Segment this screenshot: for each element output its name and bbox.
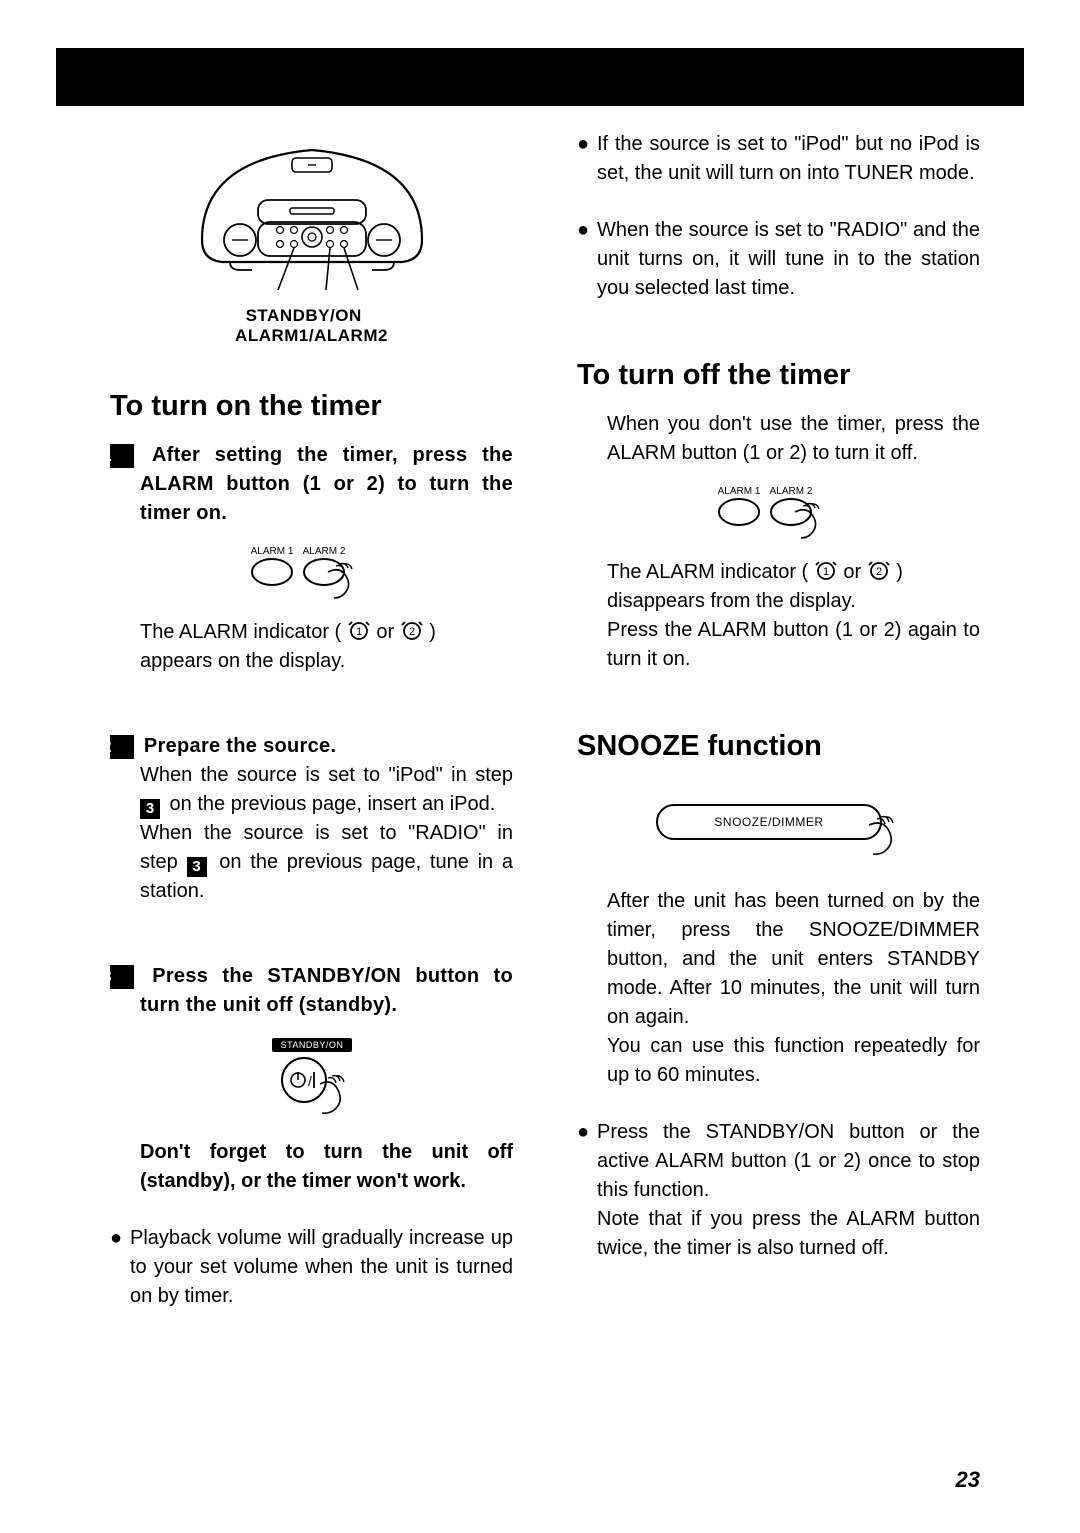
bullet-stop-b: Note that if you press the ALARM button … (597, 1208, 980, 1259)
svg-text:2: 2 (876, 566, 882, 578)
snooze-button-svg: SNOOZE/DIMMER (639, 795, 919, 859)
bullet-dot-icon: ● (577, 216, 587, 303)
step2-body: When the source is set to "iPod" in step… (110, 761, 513, 906)
indicator-text-b: or (376, 621, 399, 643)
off-indicator-c: ) (896, 561, 903, 583)
off-indicator-d: disappears from the display. (607, 590, 856, 612)
heading-snooze: SNOOZE function (577, 730, 980, 763)
left-column: STANDBY/ON ALARM1/ALARM2 To turn on the … (110, 130, 513, 1493)
step3-text: Press the STANDBY/ON button to turn the … (140, 965, 513, 1016)
device-illustration: STANDBY/ON ALARM1/ALARM2 (182, 130, 442, 346)
step2-inline-num-1: 3 (140, 799, 160, 819)
alarm1-label: ALARM 1 (250, 546, 293, 557)
svg-text:ALARM 2: ALARM 2 (769, 486, 812, 497)
off-indicator-b: or (843, 561, 866, 583)
bullet-ipod: ● If the source is set to "iPod" but no … (577, 130, 980, 188)
bullet-dot-icon: ● (577, 1118, 587, 1263)
step2-inline-num-2: 3 (187, 857, 207, 877)
bullet-radio-text: When the source is set to "RADIO" and th… (597, 216, 980, 303)
off-body: When you don't use the timer, press the … (577, 410, 980, 468)
step3-number: 3 (110, 965, 134, 989)
device-caption: STANDBY/ON ALARM1/ALARM2 (182, 306, 442, 346)
svg-text:/: / (308, 1073, 312, 1089)
alarm-buttons-fig-right: ALARM 1 ALARM 2 (699, 482, 859, 544)
svg-text:STANDBY/ON: STANDBY/ON (280, 1040, 343, 1050)
step2-body-a: When the source is set to "iPod" in step (140, 764, 513, 786)
header-black-bar (56, 48, 1024, 106)
alarm-indicator-1-icon: 1 (347, 618, 371, 642)
right-column: ● If the source is set to "iPod" but no … (577, 130, 980, 1493)
snooze-body2: You can use this function repeatedly for… (577, 1032, 980, 1090)
page-number: 23 (956, 1467, 980, 1493)
alarm-indicator-2-icon: 2 (400, 618, 424, 642)
svg-text:1: 1 (823, 566, 829, 578)
off-indicator-line: The ALARM indicator ( 1 or 2 ) disappear… (577, 558, 980, 674)
bullet-dot-icon: ● (110, 1224, 120, 1311)
svg-text:1: 1 (356, 626, 362, 638)
bullet-dot-icon: ● (577, 130, 587, 188)
indicator-text-a: The ALARM indicator ( (140, 621, 341, 643)
step1-indicator-line: The ALARM indicator ( 1 or 2 ) appears o… (110, 618, 513, 676)
page: ENGLISH (0, 0, 1080, 1533)
heading-turn-off-timer: To turn off the timer (577, 359, 980, 392)
caption-alarm: ALARM1/ALARM2 (235, 326, 388, 345)
alarm-indicator-1-icon: 1 (814, 558, 838, 582)
alarm-indicator-2-icon: 2 (867, 558, 891, 582)
standby-button-svg: STANDBY/ON / (242, 1034, 382, 1124)
alarm-buttons-fig-left: ALARM 1 ALARM 2 (232, 542, 392, 604)
snooze-body: After the unit has been turned on by the… (577, 887, 980, 1032)
bullet-volume: ● Playback volume will gradually increas… (110, 1224, 513, 1311)
bullet-volume-text: Playback volume will gradually increase … (130, 1224, 513, 1311)
indicator-text-c: ) (429, 621, 436, 643)
caption-standby: STANDBY/ON (246, 306, 362, 325)
indicator-text-d: appears on the display. (140, 650, 345, 672)
standby-button-fig: STANDBY/ON / (242, 1034, 382, 1124)
step2-number: 2 (110, 735, 134, 759)
bullet-stop-text: Press the STANDBY/ON button or the activ… (597, 1118, 980, 1263)
step1-head: 1 After setting the timer, press the ALA… (110, 441, 513, 528)
step2-text: Prepare the source. (144, 735, 336, 757)
off-indicator-a: The ALARM indicator ( (607, 561, 808, 583)
bullet-radio: ● When the source is set to "RADIO" and … (577, 216, 980, 303)
step3-head: 3 Press the STANDBY/ON button to turn th… (110, 962, 513, 1020)
step3-warning: Don't forget to turn the unit off (stand… (110, 1138, 513, 1196)
svg-text:ALARM 1: ALARM 1 (717, 486, 760, 497)
content-columns: STANDBY/ON ALARM1/ALARM2 To turn on the … (110, 130, 980, 1493)
step2-body-b: on the previous page, insert an iPod. (164, 793, 495, 815)
off-again-text: Press the ALARM button (1 or 2) again to… (607, 619, 980, 670)
alarm-buttons-svg-r: ALARM 1 ALARM 2 (699, 482, 859, 544)
svg-text:SNOOZE/DIMMER: SNOOZE/DIMMER (714, 815, 823, 829)
step2-head: 2 Prepare the source. (110, 732, 513, 761)
heading-turn-on-timer: To turn on the timer (110, 390, 513, 423)
step1-text: After setting the timer, press the ALARM… (140, 444, 513, 524)
bullet-ipod-text: If the source is set to "iPod" but no iP… (597, 130, 980, 188)
device-svg (182, 130, 442, 300)
step1-number: 1 (110, 444, 134, 468)
snooze-button-fig: SNOOZE/DIMMER (639, 795, 919, 859)
alarm-buttons-svg: ALARM 1 ALARM 2 (232, 542, 392, 604)
bullet-stop-a: Press the STANDBY/ON button or the activ… (597, 1121, 980, 1201)
bullet-stop: ● Press the STANDBY/ON button or the act… (577, 1118, 980, 1263)
svg-text:2: 2 (409, 626, 415, 638)
alarm2-label: ALARM 2 (302, 546, 345, 557)
